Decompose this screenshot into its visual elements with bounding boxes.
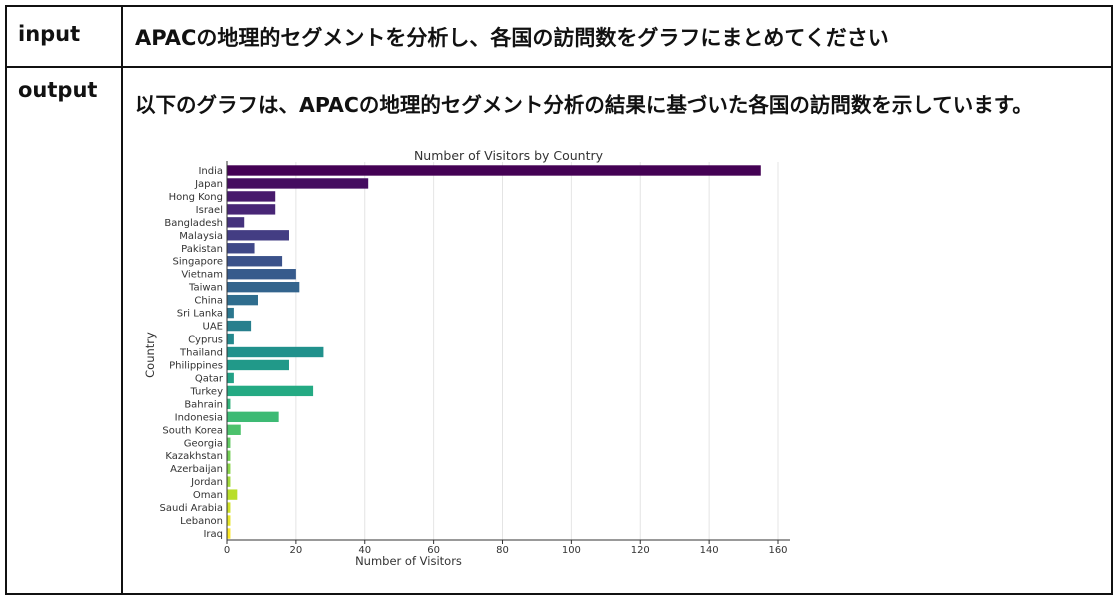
- y-tick-label: Hong Kong: [169, 192, 223, 203]
- y-tick-label: Thailand: [179, 348, 223, 359]
- input-label: input: [18, 22, 81, 46]
- x-tick-label: 140: [700, 545, 719, 556]
- bar-turkey: [227, 385, 314, 397]
- x-tick-label: 160: [768, 545, 787, 556]
- bar-saudi-arabia: [227, 502, 231, 513]
- y-axis-label: Country: [143, 332, 157, 378]
- bar-sri-lanka: [227, 307, 234, 319]
- x-tick-label: 80: [496, 545, 509, 556]
- y-tick-label: Lebanon: [180, 516, 223, 527]
- bar-bangladesh: [227, 217, 245, 228]
- y-tick-label: Taiwan: [188, 283, 223, 294]
- bar-jordan: [227, 476, 231, 487]
- column-divider: [121, 5, 123, 595]
- table-frame: [5, 5, 1113, 595]
- y-tick-label: Pakistan: [181, 244, 223, 255]
- bar-china: [227, 294, 258, 306]
- bar-philippines: [227, 359, 289, 371]
- x-tick-label: 20: [290, 545, 303, 556]
- x-tick-label: 60: [427, 545, 440, 556]
- x-tick-label: 100: [562, 545, 581, 556]
- y-tick-label: India: [198, 166, 223, 177]
- y-tick-label: Bahrain: [184, 399, 223, 410]
- y-tick-label: Saudi Arabia: [160, 503, 223, 514]
- bar-iraq: [227, 528, 231, 539]
- y-tick-label: Azerbaijan: [170, 464, 223, 475]
- y-tick-label: Sri Lanka: [177, 309, 223, 320]
- bar-pakistan: [227, 243, 255, 254]
- x-tick-label: 120: [631, 545, 650, 556]
- y-tick-label: Vietnam: [181, 270, 223, 281]
- x-tick-label: 40: [358, 545, 371, 556]
- x-axis-label: Number of Visitors: [355, 554, 462, 568]
- bar-taiwan: [227, 281, 300, 293]
- bar-cyprus: [227, 333, 234, 345]
- bar-india: [227, 165, 761, 176]
- bar-singapore: [227, 256, 283, 267]
- y-tick-label: China: [194, 296, 223, 307]
- output-text: 以下のグラフは、APACの地理的セグメント分析の結果に基づいた各国の訪問数を示し…: [135, 93, 1033, 117]
- y-tick-label: Malaysia: [179, 231, 223, 242]
- y-tick-label: UAE: [203, 322, 223, 333]
- y-tick-label: Georgia: [184, 438, 223, 449]
- x-tick-label: 0: [224, 545, 230, 556]
- chart-title: Number of Visitors by Country: [414, 148, 604, 163]
- y-tick-label: Indonesia: [175, 412, 223, 423]
- y-tick-label: Japan: [194, 179, 223, 190]
- bar-israel: [227, 204, 276, 215]
- bar-georgia: [227, 437, 231, 448]
- y-tick-label: Iraq: [203, 529, 223, 540]
- bar-south-korea: [227, 424, 241, 435]
- y-tick-label: South Korea: [162, 425, 223, 436]
- bar-japan: [227, 178, 369, 189]
- input-text: APACの地理的セグメントを分析し、各国の訪問数をグラフにまとめてください: [135, 26, 889, 50]
- bar-uae: [227, 320, 252, 332]
- bar-bahrain: [227, 398, 231, 410]
- y-tick-label: Oman: [193, 490, 223, 501]
- y-tick-label: Philippines: [169, 360, 223, 371]
- y-tick-label: Qatar: [195, 373, 224, 384]
- y-tick-label: Jordan: [190, 477, 223, 488]
- bar-azerbaijan: [227, 463, 231, 474]
- y-tick-label: Cyprus: [188, 335, 223, 346]
- bar-kazakhstan: [227, 450, 231, 461]
- row-divider: [5, 66, 1113, 68]
- bar-vietnam: [227, 269, 296, 280]
- bar-oman: [227, 489, 238, 500]
- bar-lebanon: [227, 515, 231, 526]
- bar-malaysia: [227, 230, 289, 241]
- output-label: output: [18, 78, 98, 102]
- bar-thailand: [227, 346, 324, 358]
- bar-indonesia: [227, 411, 279, 423]
- bar-qatar: [227, 372, 234, 384]
- y-tick-label: Kazakhstan: [165, 451, 223, 462]
- y-tick-label: Singapore: [173, 257, 223, 268]
- bar-hong-kong: [227, 191, 276, 202]
- y-tick-label: Israel: [196, 205, 223, 216]
- y-tick-label: Turkey: [189, 386, 223, 397]
- y-tick-label: Bangladesh: [164, 218, 223, 229]
